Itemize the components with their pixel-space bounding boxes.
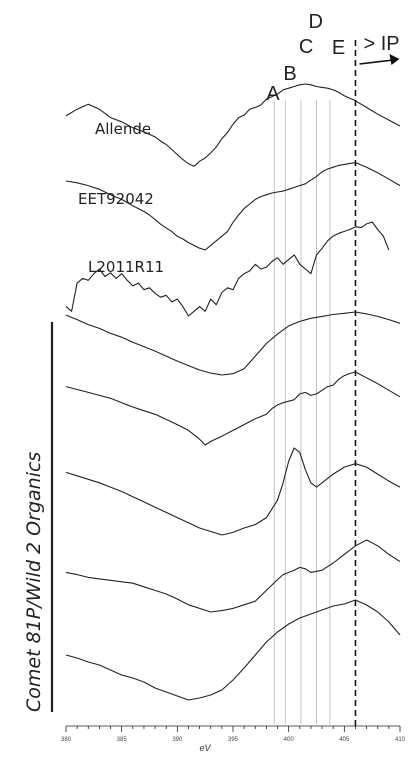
x-tick-label: 405 <box>339 737 350 743</box>
sample-label-3: L2011R11 <box>88 258 164 276</box>
spectrum-trace-4 <box>65 311 401 376</box>
spectrum-trace-7 <box>65 539 401 613</box>
spectrum-trace-8 <box>65 599 401 701</box>
spectra-traces <box>65 83 401 701</box>
x-tick-label: 390 <box>172 737 183 743</box>
x-tick-label: 400 <box>284 737 295 743</box>
sample-labels: Allende EET92042 L2011R11 <box>78 120 164 276</box>
spectrum-trace-2 <box>65 162 401 251</box>
spectrum-trace-3 <box>65 221 390 317</box>
spectrum-trace-1 <box>65 83 401 167</box>
spectrum-trace-5 <box>65 371 401 446</box>
x-axis-label: eV <box>199 743 211 753</box>
peak-reference-lines <box>273 100 331 724</box>
ip-arrow-shaft <box>359 59 394 65</box>
peak-label-e: E <box>332 37 345 59</box>
peak-label-c: C <box>299 36 313 58</box>
peak-label-a: A <box>266 83 280 105</box>
ip-label: > IP <box>363 33 399 55</box>
x-tick-label: 385 <box>117 737 128 743</box>
comet-group: Comet 81P/Wild 2 Organics <box>23 322 54 712</box>
peak-label-b: B <box>283 63 296 85</box>
peak-label-d: D <box>309 11 323 33</box>
sample-label-2: EET92042 <box>78 190 154 208</box>
group-label: Comet 81P/Wild 2 Organics <box>23 452 45 712</box>
x-tick-label: 410 <box>395 737 406 743</box>
x-tick-label: 395 <box>228 737 239 743</box>
x-tick-label: 380 <box>61 737 72 743</box>
ip-arrow-head <box>389 54 400 65</box>
x-axis: 380 385 390 395 400 405 410 eV <box>61 725 406 753</box>
sample-label-1: Allende <box>95 120 151 138</box>
spectrum-trace-6 <box>65 447 401 536</box>
ionization-marker: > IP <box>354 33 400 730</box>
